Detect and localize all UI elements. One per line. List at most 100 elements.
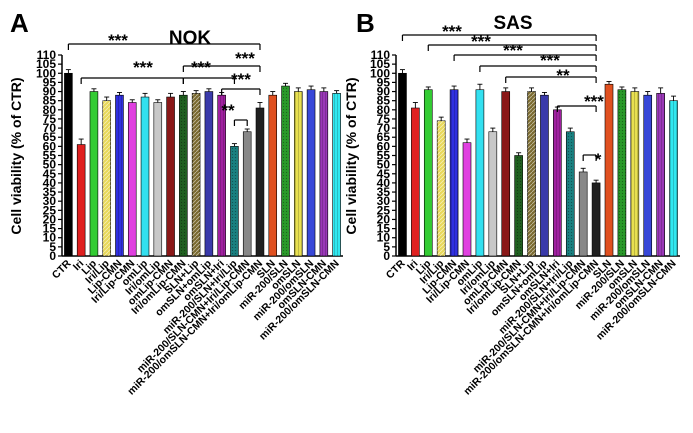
y-tick-label: 35 — [43, 185, 57, 199]
bar-14 — [578, 171, 588, 257]
bar-7 — [488, 131, 498, 257]
sig-label: ** — [221, 101, 235, 120]
y-tick-label: 90 — [377, 85, 391, 99]
y-tick-label: 60 — [43, 139, 57, 153]
sig-label: *** — [108, 31, 128, 50]
bar-1 — [76, 144, 86, 257]
y-tick-label: 10 — [377, 231, 391, 245]
panel-B-title: SAS — [493, 13, 532, 34]
bar-pattern-13 — [566, 131, 575, 256]
y-tick-label: 15 — [43, 222, 57, 236]
y-tick-label: 100 — [36, 66, 56, 80]
y-tick-label: 0 — [49, 249, 56, 263]
bar-2 — [89, 91, 99, 257]
bar-8 — [166, 96, 175, 257]
bar-1 — [411, 107, 420, 257]
sig-label: *** — [584, 92, 604, 111]
bar-19 — [643, 94, 653, 257]
bar-15 — [591, 182, 601, 257]
y-tick-label: 10 — [43, 231, 57, 245]
y-tick-label: 60 — [377, 139, 391, 153]
y-tick-label: 65 — [377, 130, 391, 144]
bar-11 — [540, 94, 549, 257]
y-tick-label: 45 — [377, 167, 391, 181]
y-tick-label: 75 — [377, 112, 391, 126]
y-tick-label: 35 — [377, 185, 391, 199]
sig-label: *** — [133, 58, 153, 77]
y-tick-label: 105 — [36, 57, 56, 71]
bar-15 — [255, 107, 265, 257]
y-tick-label: 85 — [377, 94, 391, 108]
bar-pattern-17 — [281, 86, 290, 257]
bar-pattern-4 — [115, 95, 124, 256]
bar-0 — [64, 72, 73, 257]
y-tick-label: 20 — [377, 212, 391, 226]
sig-label: *** — [231, 70, 251, 89]
panel-A-ylabel: Cell viability (% of CTR) — [8, 77, 24, 234]
bar-14 — [242, 131, 252, 257]
y-tick-label: 15 — [377, 222, 391, 236]
bar-pattern-18 — [294, 91, 303, 256]
bar-pattern-9 — [179, 95, 188, 256]
y-tick-label: 50 — [377, 158, 391, 172]
bar-7 — [153, 102, 163, 257]
y-tick-label: 65 — [43, 130, 57, 144]
bar-pattern-3 — [437, 120, 446, 256]
bar-pattern-18 — [630, 91, 639, 256]
bar-pattern-21 — [332, 93, 341, 256]
y-tick-label: 25 — [377, 203, 391, 217]
y-tick-label: 100 — [370, 66, 390, 80]
y-tick-label: 40 — [43, 176, 57, 190]
y-tick-label: 95 — [377, 75, 391, 89]
bar-pattern-20 — [319, 91, 328, 256]
sig-label: * — [595, 150, 602, 169]
bar-pattern-21 — [669, 100, 678, 256]
y-tick-label: 90 — [43, 85, 57, 99]
bar-pattern-17 — [617, 89, 626, 256]
y-tick-label: 20 — [43, 212, 57, 226]
bar-pattern-10 — [192, 93, 201, 256]
y-tick-label: 80 — [377, 103, 391, 117]
bar-pattern-10 — [527, 91, 536, 256]
panel-B: B SAS Cell viability (% of CTR) 05101520… — [343, 8, 680, 398]
y-tick-label: 55 — [43, 149, 57, 163]
y-tick-label: 70 — [377, 121, 391, 135]
y-tick-label: 110 — [37, 48, 57, 62]
y-tick-label: 30 — [377, 194, 391, 208]
sig-label: *** — [540, 51, 560, 70]
panel-A-title: NOK — [169, 28, 212, 49]
sig-label: *** — [191, 58, 211, 77]
y-tick-label: 70 — [43, 121, 57, 135]
panel-B-letter: B — [356, 8, 375, 38]
bar-5 — [462, 142, 472, 257]
y-tick-label: 50 — [43, 158, 57, 172]
bar-0 — [398, 72, 407, 257]
panel-A: A NOK Cell viability (% of CTR) 05101520… — [8, 8, 343, 398]
bar-6 — [140, 96, 150, 257]
y-tick-label: 0 — [383, 249, 390, 263]
y-tick-label: 110 — [371, 48, 391, 62]
y-tick-label: 75 — [43, 112, 57, 126]
bar-6 — [475, 89, 485, 257]
bar-pattern-9 — [514, 155, 523, 256]
panel-A-plot: 0510152025303540455055606570758085909510… — [36, 31, 343, 398]
bar-pattern-12 — [217, 95, 226, 256]
bar-pattern-12 — [553, 109, 562, 257]
y-tick-label: 55 — [377, 149, 391, 163]
bar-16 — [268, 94, 278, 257]
bar-pattern-20 — [656, 93, 665, 256]
bar-11 — [204, 91, 214, 257]
y-tick-label: 95 — [43, 75, 57, 89]
y-tick-label: 25 — [43, 203, 57, 217]
sig-label: *** — [471, 32, 491, 51]
y-tick-label: 30 — [43, 194, 57, 208]
sig-label: ** — [556, 66, 570, 85]
y-tick-label: 45 — [43, 167, 57, 181]
y-tick-label: 85 — [43, 94, 57, 108]
y-tick-label: 40 — [377, 176, 391, 190]
y-tick-label: 80 — [43, 103, 57, 117]
bar-5 — [127, 102, 137, 257]
sig-label: *** — [235, 49, 255, 68]
y-tick-label: 5 — [383, 240, 390, 254]
